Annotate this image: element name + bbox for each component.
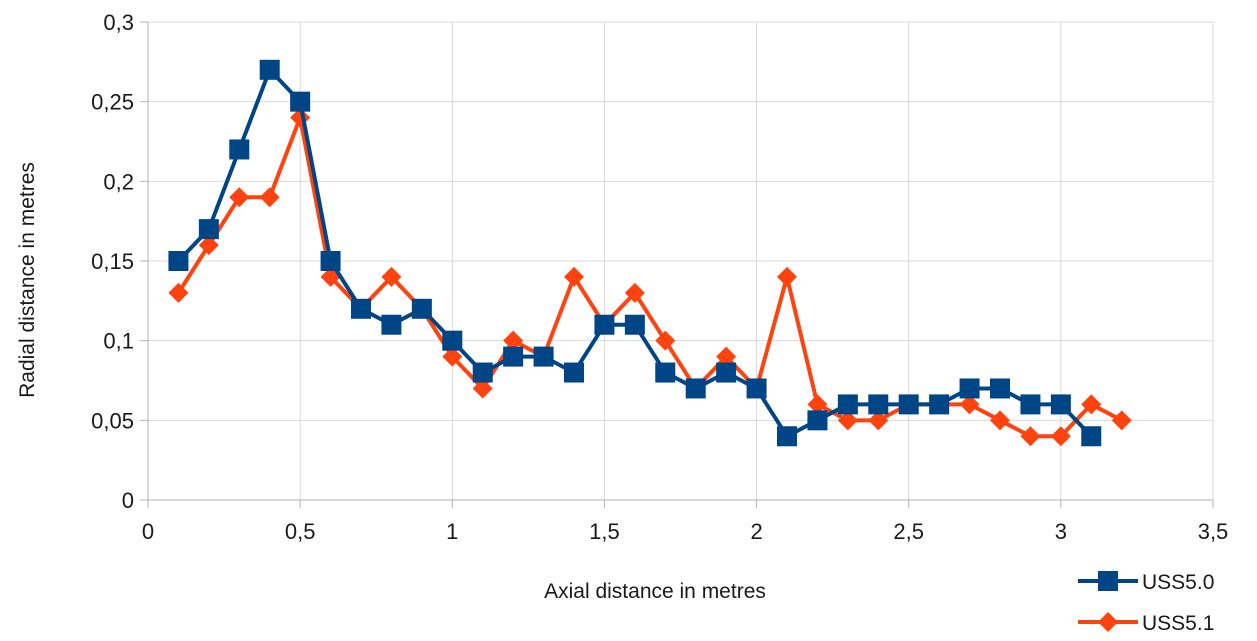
series-layer [168,59,1132,447]
data-point [290,91,311,112]
axis-layer: 0 0,05 0,1 0,15 0,2 0,25 0,3 0 0,5 1 1,5 2 2,5 3 3,5 [91,10,1228,544]
y-tick-label: 0,2 [103,169,134,194]
data-point [1020,394,1041,415]
data-point [1020,426,1041,447]
x-tick-label: 1 [446,519,458,544]
y-tick-label: 0,15 [91,249,134,274]
data-point [685,378,706,399]
data-point [837,394,858,415]
legend: USS5.0 USS5.1 [1078,571,1214,635]
y-tick-label: 0 [122,488,134,513]
legend-entry: USS5.0 [1078,571,1214,594]
legend-marker [1098,612,1118,632]
y-tick-label: 0,1 [103,329,134,354]
data-point [442,346,463,367]
data-point [868,410,889,431]
data-point [381,314,402,335]
data-point [472,378,493,399]
y-tick-label: 0,25 [91,90,134,115]
series-line [176,66,1093,439]
data-point [503,346,524,367]
data-point [777,426,797,447]
y-tick-label: 0,05 [91,408,134,433]
y-axis-title: Radial distance in metres [16,162,39,398]
data-point [929,394,950,415]
data-point [837,410,858,431]
x-tick-label: 0,5 [285,519,316,544]
data-point [533,346,554,367]
data-point [655,362,676,383]
data-point [777,266,797,287]
series-USS5.1 [168,107,1132,447]
data-point [898,394,919,415]
data-point [564,266,584,287]
data-point [503,330,524,351]
data-point [381,266,402,287]
series-USS5.0 [168,59,1102,447]
y-tick-label: 0,3 [103,10,134,35]
data-point [746,378,767,399]
x-tick-label: 1,5 [589,519,620,544]
x-tick-label: 3 [1055,519,1067,544]
legend-label: USS5.1 [1142,612,1214,635]
x-tick-label: 2,5 [893,519,924,544]
data-point [655,330,676,351]
x-tick-label: 3,5 [1198,519,1229,544]
data-point [1111,410,1132,431]
data-point [229,139,250,160]
data-point [594,314,615,335]
data-point [411,298,432,319]
x-tick-label: 2 [750,519,762,544]
data-point [1050,394,1071,415]
data-point [198,235,219,256]
data-point [868,394,889,415]
legend-marker [1098,571,1118,591]
data-point [807,394,828,415]
data-point [472,362,493,383]
data-point [259,59,280,80]
data-point [624,314,645,335]
data-point [168,251,189,271]
data-point [624,282,645,303]
data-point [229,187,250,208]
data-point [716,362,737,383]
data-point [320,251,341,271]
data-point [351,298,371,319]
data-point [807,410,828,431]
data-point [259,187,280,208]
data-point [1081,426,1102,447]
data-point [1050,426,1071,447]
data-point [168,282,189,303]
data-point [716,346,737,367]
data-point [1081,394,1102,415]
data-point [990,378,1010,399]
legend-label: USS5.0 [1142,571,1214,594]
data-point [564,362,584,383]
data-point [959,378,980,399]
x-axis-title: Axial distance in metres [544,580,766,603]
data-point [198,219,219,240]
x-tick-label: 0 [142,519,154,544]
data-point [959,394,980,415]
legend-entry: USS5.1 [1078,612,1214,635]
data-point [990,410,1010,431]
data-point [442,330,463,351]
